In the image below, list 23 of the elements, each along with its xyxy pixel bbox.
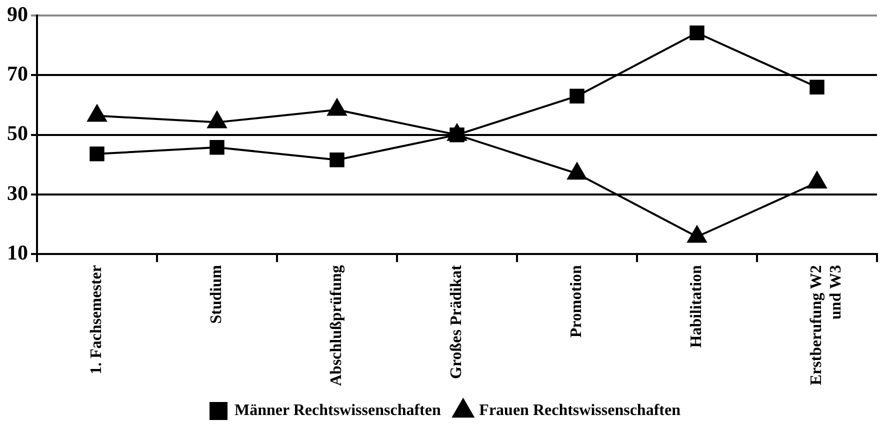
y-tick-label: 30 — [7, 180, 28, 205]
x-tick-label: Erstberufung W2 und W3 — [808, 265, 844, 386]
x-tick-label: Studium — [208, 264, 226, 324]
x-tick-label: Großes Prädikat — [448, 264, 466, 379]
y-tick-label: 70 — [7, 62, 28, 86]
point — [570, 88, 584, 104]
point — [690, 26, 704, 40]
point — [807, 172, 827, 189]
legend-label: Männer Rechtswissenschaften — [234, 402, 441, 420]
point — [330, 152, 344, 168]
point — [210, 140, 224, 155]
y-tick-label: 10 — [7, 240, 28, 264]
point — [687, 226, 707, 243]
point — [90, 146, 104, 162]
x-tick-label: Abschlußprüfung — [328, 265, 346, 386]
y-tick-label: 50 — [7, 121, 28, 146]
y-tick-label: 90 — [7, 2, 28, 26]
point — [810, 80, 824, 94]
x-tick-label: Habilitation — [688, 264, 706, 348]
point — [567, 162, 587, 180]
x-tick-label: Promotion — [568, 264, 586, 338]
legend-label: Frauen Rechtswissenschaften — [479, 402, 681, 420]
x-tick-label: 1. Fachsemester — [88, 265, 106, 374]
